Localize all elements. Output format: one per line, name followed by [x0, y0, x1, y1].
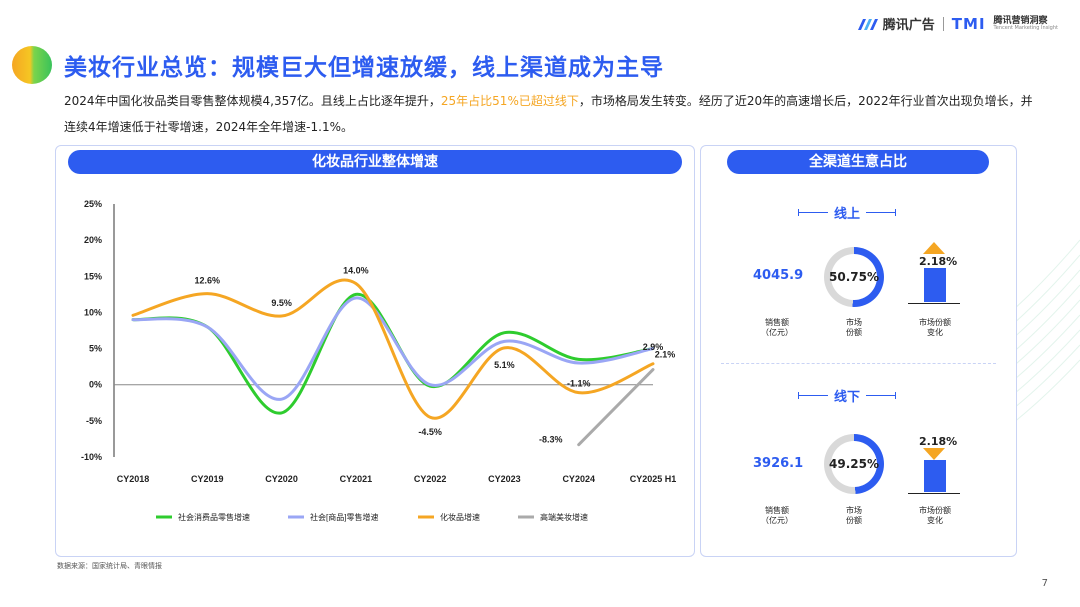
offline-share-change-value: 2.18%: [919, 435, 958, 448]
section-divider: [721, 363, 996, 364]
y-tick-label: 5%: [89, 344, 102, 354]
y-tick-label: -5%: [86, 416, 102, 426]
online-share-value: 50.75%: [829, 254, 879, 300]
up-arrow-icon: [923, 242, 945, 254]
tmi-logo: TMI: [951, 14, 986, 33]
page-title: 美妆行业总览：规模巨大但增速放缓，线上渠道成为主导: [64, 55, 664, 81]
x-tick-label: CY2023: [488, 474, 521, 484]
growth-line-chart: 25% 20% 15% 10% 5% 0% -5% -10% CY2018 CY2019 CY202…: [81, 199, 677, 522]
tencent-ad-logo: 腾讯广告: [857, 14, 935, 33]
offline-sales-label: 销售额 （亿元）: [747, 506, 807, 526]
tmi-cn-name: 腾讯营销洞察: [993, 15, 1048, 26]
online-change-baseline: [908, 303, 960, 304]
tmi-name-block: 腾讯营销洞察 Tencent Marketing Insight: [993, 15, 1058, 31]
x-tick-label: CY2018: [117, 474, 150, 484]
x-tick-label: CY2020: [265, 474, 298, 484]
online-share-label-2: 份额: [846, 328, 862, 337]
title-row: 美妆行业总览：规模巨大但增速放缓，线上渠道成为主导: [12, 46, 664, 84]
offline-share-label-2: 份额: [846, 516, 862, 525]
online-change-label-1: 市场份额: [919, 318, 951, 327]
series-line-2: [131, 278, 655, 420]
orange-data-label: 12.6%: [195, 276, 221, 286]
offline-sales-value: 3926.1: [753, 456, 804, 471]
offline-change-label: 市场份额 变化: [907, 506, 963, 526]
offline-change-baseline: [908, 493, 960, 494]
online-share-label-1: 市场: [846, 318, 862, 327]
offline-share-label: 市场 份额: [834, 506, 874, 526]
online-section-label: 线上: [798, 203, 897, 222]
y-tick-label: 15%: [84, 271, 102, 281]
legend-label: 化妆品增速: [440, 512, 480, 522]
gray-data-label: 2.1%: [655, 350, 676, 360]
series-line-3: [577, 368, 655, 447]
intro-text-2: ，市场格局发生转变。经历了近20年的高速增长后，2022年行业首次出现负增长，并…: [64, 94, 1033, 134]
y-tick-label: -10%: [81, 452, 102, 462]
orange-data-label: 2.9%: [643, 342, 664, 352]
online-sales-label: 销售额 （亿元）: [747, 318, 807, 338]
offline-label-line-left: [798, 392, 828, 399]
intro-paragraph: 2024年中国化妆品类目零售整体规模4,357亿。且线上占比逐年提升，25年占比…: [64, 88, 1044, 140]
x-tick-label: CY2025 H1: [630, 474, 677, 484]
growth-chart-panel: 化妆品行业整体增速 25% 20% 15% 10% 5% 0% -5% -10% CY2018 C…: [55, 145, 695, 557]
online-label-line-left: [798, 209, 828, 216]
page-number: 7: [1041, 578, 1048, 589]
orange-data-label: 5.1%: [494, 360, 515, 370]
orange-data-label: -4.5%: [418, 427, 442, 437]
online-sales-label-2: （亿元）: [761, 328, 793, 337]
logo-separator: [942, 16, 944, 31]
orange-data-label: 14.0%: [343, 266, 369, 276]
series-line-0: [131, 292, 655, 415]
x-tick-label: CY2021: [340, 474, 373, 484]
online-label-text: 线上: [834, 207, 861, 222]
tmi-en-name: Tencent Marketing Insight: [993, 24, 1058, 31]
orange-data-label: 9.5%: [271, 298, 292, 308]
tencent-ad-name: 腾讯广告: [882, 18, 935, 33]
online-share-donut: 50.75%: [824, 247, 884, 307]
x-tick-label: CY2024: [562, 474, 595, 484]
header-logos: 腾讯广告 TMI 腾讯营销洞察 Tencent Marketing Insigh…: [857, 14, 1058, 33]
intro-text-1: 2024年中国化妆品类目零售整体规模4,357亿。且线上占比逐年提升，: [64, 94, 441, 108]
offline-label-text: 线下: [834, 390, 861, 405]
tencent-ad-icon: [857, 18, 878, 30]
legend-label: 社会消费品零售增速: [178, 512, 250, 522]
orange-data-label: -1.1%: [567, 379, 591, 389]
online-change-label-2: 变化: [927, 328, 943, 337]
legend-label: 高端美妆增速: [540, 512, 588, 522]
online-sales-label-1: 销售额: [765, 318, 789, 327]
intro-highlight: 25年占比51%已超过线下: [440, 94, 579, 108]
title-gradient-circle: [12, 46, 52, 84]
online-share-label: 市场 份额: [834, 318, 874, 338]
offline-sales-label-2: （亿元）: [761, 516, 793, 525]
offline-change-bar: [924, 460, 946, 492]
online-change-bar: [924, 268, 946, 302]
y-tick-label: 0%: [89, 380, 102, 390]
y-tick-label: 10%: [84, 307, 102, 317]
series-line-1: [131, 296, 655, 401]
data-source-note: 数据来源：国家统计局、青眼情报: [57, 562, 162, 570]
online-sales-value: 4045.9: [753, 268, 804, 283]
x-tick-label: CY2022: [414, 474, 447, 484]
offline-share-donut: 49.25%: [824, 434, 884, 494]
legend-label: 社会[商品]零售增速: [310, 512, 378, 522]
offline-section-label: 线下: [798, 386, 897, 405]
online-change-label: 市场份额 变化: [907, 318, 963, 338]
offline-label-line-right: [866, 392, 897, 399]
growth-chart-title: 化妆品行业整体增速: [68, 150, 682, 174]
down-arrow-icon: [923, 448, 945, 460]
offline-sales-label-1: 销售额: [765, 506, 789, 515]
online-label-line-right: [866, 209, 897, 216]
gray-data-label: -8.3%: [539, 435, 563, 445]
offline-share-value: 49.25%: [829, 441, 879, 487]
y-tick-label: 25%: [84, 199, 102, 209]
online-share-change-value: 2.18%: [919, 255, 958, 268]
channel-share-title: 全渠道生意占比: [727, 150, 989, 174]
offline-share-label-1: 市场: [846, 506, 862, 515]
offline-change-label-1: 市场份额: [919, 506, 951, 515]
offline-change-label-2: 变化: [927, 516, 943, 525]
y-tick-label: 20%: [84, 235, 102, 245]
x-tick-label: CY2019: [191, 474, 224, 484]
channel-share-panel: 全渠道生意占比 线上 4045.9 50.75% 2.18% 销售额 （亿元） …: [700, 145, 1017, 557]
